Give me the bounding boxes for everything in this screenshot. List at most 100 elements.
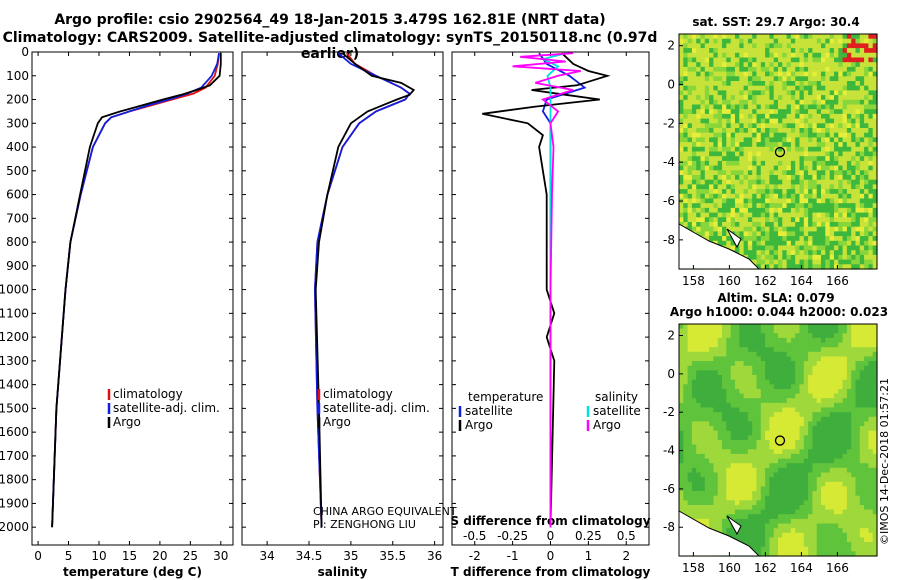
map-cell: [795, 351, 801, 357]
map-cell: [752, 495, 758, 501]
map-cell: [838, 113, 844, 120]
map-cell: [709, 444, 714, 450]
map-cell: [752, 212, 758, 218]
map-cell: [855, 259, 861, 265]
map-cell: [859, 440, 865, 446]
map-cell: [825, 184, 831, 190]
map-cell: [864, 240, 869, 247]
map-cell: [790, 132, 796, 138]
map-cell: [765, 264, 770, 270]
map-cell: [834, 57, 839, 63]
map-cell: [825, 514, 831, 520]
map-cell: [691, 170, 697, 176]
map-cell: [752, 435, 758, 441]
map-cell: [722, 104, 727, 110]
map-cell: [803, 337, 809, 344]
map-cell: [713, 333, 719, 339]
map-cell: [691, 226, 697, 232]
x-tick-label: 2: [622, 549, 630, 563]
map-cell: [846, 226, 852, 232]
map-cell: [816, 467, 822, 473]
map-cell: [752, 402, 758, 409]
map-cell: [872, 407, 878, 413]
map-cell: [713, 430, 719, 436]
map-cell: [679, 379, 684, 385]
map-cell: [717, 505, 723, 511]
map-cell: [790, 254, 796, 261]
map-cell: [782, 146, 788, 153]
map-cell: [803, 551, 809, 557]
map-cell: [799, 328, 805, 334]
map-cell: [773, 426, 779, 432]
map-cell: [735, 505, 740, 511]
map-cell: [747, 477, 753, 483]
map-cell: [760, 393, 766, 399]
map-cell: [803, 76, 809, 82]
map-cell: [760, 184, 766, 190]
map-cell: [799, 175, 805, 181]
map-cell: [743, 231, 749, 237]
map-cell: [846, 264, 852, 270]
map-cell: [752, 481, 758, 487]
map-cell: [838, 245, 844, 251]
map-cell: [739, 342, 745, 348]
map-cell: [726, 217, 732, 223]
map-cell: [773, 184, 779, 190]
map-cell: [691, 48, 697, 54]
map-cell: [713, 356, 719, 362]
map-cell: [730, 430, 736, 436]
map-cell: [765, 477, 770, 483]
map-cell: [834, 477, 839, 483]
map-cell: [842, 430, 848, 436]
map-cell: [868, 264, 874, 270]
map-cell: [842, 347, 848, 353]
map-cell: [825, 179, 831, 185]
map-cell: [726, 85, 732, 91]
map-cell: [778, 402, 783, 409]
map-cell: [760, 333, 766, 339]
map-cell: [821, 347, 826, 353]
map-cell: [846, 66, 852, 73]
map-cell: [855, 435, 861, 441]
map-cell: [782, 384, 788, 390]
map-cell: [786, 537, 792, 543]
map-cell: [864, 123, 869, 129]
map-cell: [735, 57, 740, 63]
map-cell: [760, 375, 766, 381]
map-cell: [782, 365, 788, 371]
map-cell: [834, 342, 839, 348]
map-cell: [709, 212, 714, 218]
map-cell: [704, 81, 710, 87]
map-cell: [821, 351, 826, 357]
map-cell: [821, 491, 826, 497]
map-cell: [795, 384, 801, 390]
map-cell: [704, 52, 710, 59]
map-cell: [864, 198, 869, 204]
map-cell: [834, 231, 839, 237]
map-cell: [769, 426, 775, 432]
map-cell: [795, 34, 801, 40]
map-cell: [704, 361, 710, 367]
map-cell: [679, 38, 684, 44]
map-cell: [790, 551, 796, 557]
map-cell: [799, 342, 805, 348]
map-cell: [812, 245, 818, 251]
map-cell: [760, 402, 766, 409]
map-cell: [795, 491, 801, 497]
map-cell: [760, 514, 766, 520]
map-cell: [717, 523, 723, 529]
map-cell: [752, 113, 758, 120]
map-cell: [696, 472, 702, 478]
map-cell: [760, 421, 766, 427]
map-cell: [778, 212, 783, 218]
map-cell: [722, 62, 727, 68]
map-cell: [821, 128, 826, 134]
map-cell: [730, 472, 736, 478]
map-cell: [773, 393, 779, 399]
map-cell: [859, 495, 865, 501]
map-cell: [829, 165, 835, 171]
map-cell: [864, 505, 869, 511]
map-cell: [790, 165, 796, 171]
map-cell: [726, 393, 732, 399]
map-cell: [687, 426, 693, 432]
